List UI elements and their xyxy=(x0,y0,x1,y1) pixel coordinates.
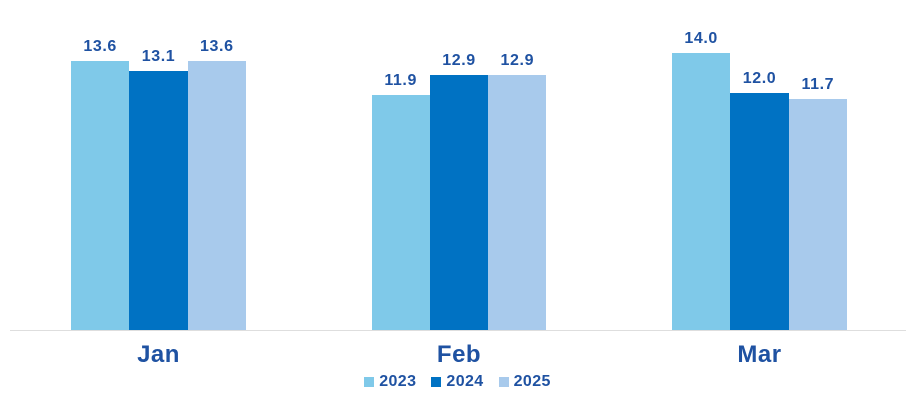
bar-2025-jan xyxy=(187,61,246,331)
legend-swatch-icon xyxy=(364,377,375,387)
bar-value-label-2025-jan: 13.6 xyxy=(200,38,234,55)
bar-value-label-2025-feb: 12.9 xyxy=(500,52,535,69)
legend-item-2024[interactable]: 2024 xyxy=(431,373,483,391)
bar-2025-feb xyxy=(488,75,547,331)
legend-label: 2024 xyxy=(446,373,484,390)
x-axis-label-feb: Feb xyxy=(436,341,482,368)
bar-value-label-2023-jan: 13.6 xyxy=(83,38,117,55)
bar-value-label-2023-feb: 11.9 xyxy=(384,72,417,89)
legend-label: 2023 xyxy=(379,373,417,390)
bar-2025-mar xyxy=(788,99,847,331)
bar-2024-feb xyxy=(429,75,489,331)
legend-item-2023[interactable]: 2023 xyxy=(364,373,416,391)
bar-2023-feb xyxy=(371,95,430,331)
bar-value-label-2024-mar: 12.0 xyxy=(742,70,777,87)
bar-value-label-2024-feb: 12.9 xyxy=(442,52,476,69)
bar-2023-jan xyxy=(71,61,130,331)
bar-value-label-2023-mar: 14.0 xyxy=(684,30,718,47)
legend-item-2025[interactable]: 2025 xyxy=(498,373,551,391)
bar-2024-jan xyxy=(129,71,188,331)
x-axis-label-mar: Mar xyxy=(737,341,782,368)
legend: 2023 2024 2025 xyxy=(0,373,915,391)
legend-swatch-icon xyxy=(498,377,509,387)
legend-label: 2025 xyxy=(513,373,551,390)
bar-2023-mar xyxy=(672,53,731,331)
bar-2024-mar xyxy=(730,93,789,331)
x-axis-line xyxy=(10,330,906,331)
legend-swatch-icon xyxy=(431,377,442,387)
x-axis-label-jan: Jan xyxy=(137,341,180,368)
bar-value-label-2024-jan: 13.1 xyxy=(141,48,176,65)
bar-value-label-2025-mar: 11.7 xyxy=(801,76,835,93)
